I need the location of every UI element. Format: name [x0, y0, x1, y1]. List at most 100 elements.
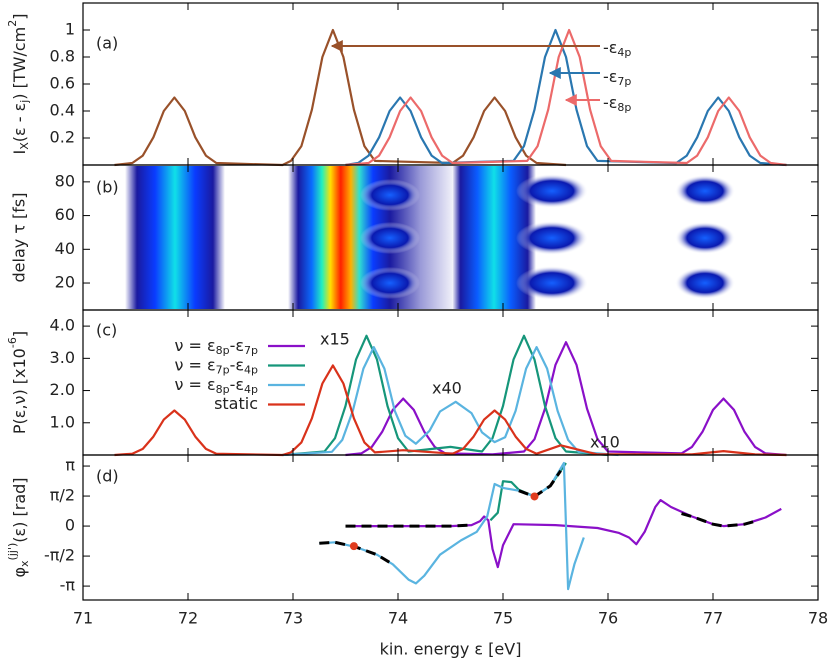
text-part: 8p: [617, 101, 631, 114]
text-part: φ: [10, 567, 29, 578]
text-part: j: [18, 100, 31, 104]
text-part: 4p: [244, 383, 258, 396]
text-part: 8p: [216, 344, 230, 357]
x-tick-label: 73: [283, 609, 303, 628]
heatmap-blob: [360, 179, 420, 211]
line-series: [345, 499, 782, 569]
text-part: -ε: [603, 93, 617, 112]
x-tick-label: 77: [703, 609, 723, 628]
plot-area: [114, 334, 787, 457]
annotation: -ε8p: [603, 93, 631, 115]
y-tick-label: 3.0: [50, 348, 75, 367]
annotation: (d): [96, 467, 119, 486]
text-part: (jj'): [6, 543, 19, 561]
text-part: P(ε,ν) [x10: [10, 348, 29, 434]
heatmap: [125, 166, 735, 309]
y-tick-label: 0: [65, 516, 75, 535]
y-tick-label: 1.0: [50, 412, 75, 431]
text-part: -6: [6, 337, 19, 348]
heatmap-blob: [360, 222, 420, 254]
heatmap-band: [125, 166, 225, 309]
text-part: X: [18, 142, 31, 150]
panel-frame: [82, 454, 819, 601]
y-tick-label: 80: [55, 171, 75, 190]
text-part: I: [10, 150, 29, 155]
heatmap-blob: [675, 175, 735, 207]
y-tick-label: 60: [55, 205, 75, 224]
text-part: 8p: [216, 383, 230, 396]
line-series: [345, 28, 787, 167]
y-tick-label: -π/2: [44, 546, 75, 565]
text-part: 7p: [216, 364, 230, 377]
panel-frame: [82, 2, 819, 166]
text-part: ν = ε: [174, 375, 215, 394]
text-part: -ε: [603, 67, 617, 86]
text-part: 7p: [244, 344, 258, 357]
heatmap-blob: [516, 266, 588, 300]
x-axis-label: kin. energy ε [eV]: [380, 640, 522, 659]
y-tick-label: -π: [60, 576, 76, 595]
x-tick-label: 71: [73, 609, 93, 628]
text-part: (ε - ε: [10, 103, 29, 142]
heatmap-blob: [360, 267, 420, 299]
y-tick-label: 0.8: [50, 47, 75, 66]
x-tick-label: 74: [388, 609, 408, 628]
y-tick-label: 40: [55, 239, 75, 258]
text-part: 7p: [617, 75, 631, 88]
annotation: x40: [432, 379, 462, 398]
line-series: [114, 364, 787, 457]
text-part: -ε: [603, 38, 617, 57]
legend-label: ν = ε8p-ε7p: [174, 336, 258, 358]
annotation: -ε4p: [603, 38, 631, 60]
y-tick-label: 2.0: [50, 380, 75, 399]
annotation: (a): [96, 34, 118, 53]
y-tick-label: 0.2: [50, 128, 75, 147]
line-series: [282, 346, 619, 457]
plot-area: [319, 461, 782, 591]
text-part: (ε) [rad]: [10, 477, 29, 542]
fit-line: [319, 469, 756, 566]
line-series: [282, 334, 609, 457]
legend-label: ν = ε8p-ε4p: [174, 375, 258, 397]
plot-area: [114, 28, 787, 167]
annotation: (c): [96, 321, 117, 340]
y-tick-label: 0.4: [50, 101, 75, 120]
text-part: -ε: [230, 336, 244, 355]
text-part: ν = ε: [174, 355, 215, 374]
y-axis-label: φx(jj')(ε) [rad]: [6, 477, 31, 577]
legend-label: static: [214, 394, 258, 413]
y-axis-label: P(ε,ν) [x10-6]: [6, 331, 29, 434]
text-part: ]: [10, 14, 29, 20]
y-tick-label: 1: [65, 20, 75, 39]
point: [349, 542, 358, 551]
line-series: [114, 28, 567, 167]
y-tick-label: 0.6: [50, 74, 75, 93]
text-part: 2: [6, 20, 19, 27]
y-tick-label: π: [65, 456, 75, 475]
heatmap-blob: [516, 221, 588, 255]
annotation: (b): [96, 178, 119, 197]
heatmap-blob: [675, 222, 735, 254]
y-axis-label: IX(ε - εj) [TW/cm2]: [6, 14, 31, 155]
panel: 20 40 60 80 delay τ [fs] (b): [10, 164, 819, 311]
point: [530, 492, 539, 501]
text-part: 4p: [244, 364, 258, 377]
text-part: ) [TW/cm: [10, 27, 29, 100]
x-tick-label: 72: [178, 609, 198, 628]
line-series: [345, 341, 787, 457]
line-series: [489, 462, 567, 522]
panel: -π -π/2 0 π/2 π 71 72 73 74 75 76 77 78 kin. energy ε…: [6, 454, 828, 659]
heatmap-blob: [675, 267, 735, 299]
text-part: ]: [10, 331, 29, 337]
line-series: [345, 28, 787, 167]
y-tick-label: 4.0: [50, 316, 75, 335]
text-part: ν = ε: [174, 336, 215, 355]
text-part: -ε: [230, 355, 244, 374]
annotation: -ε7p: [603, 67, 631, 89]
y-tick-label: π/2: [50, 486, 75, 505]
text-part: 4p: [617, 46, 631, 59]
panel: 1.0 2.0 3.0 4.0 P(ε,ν) [x10-6] (c) x15 x40 x10 ν …: [6, 309, 819, 457]
